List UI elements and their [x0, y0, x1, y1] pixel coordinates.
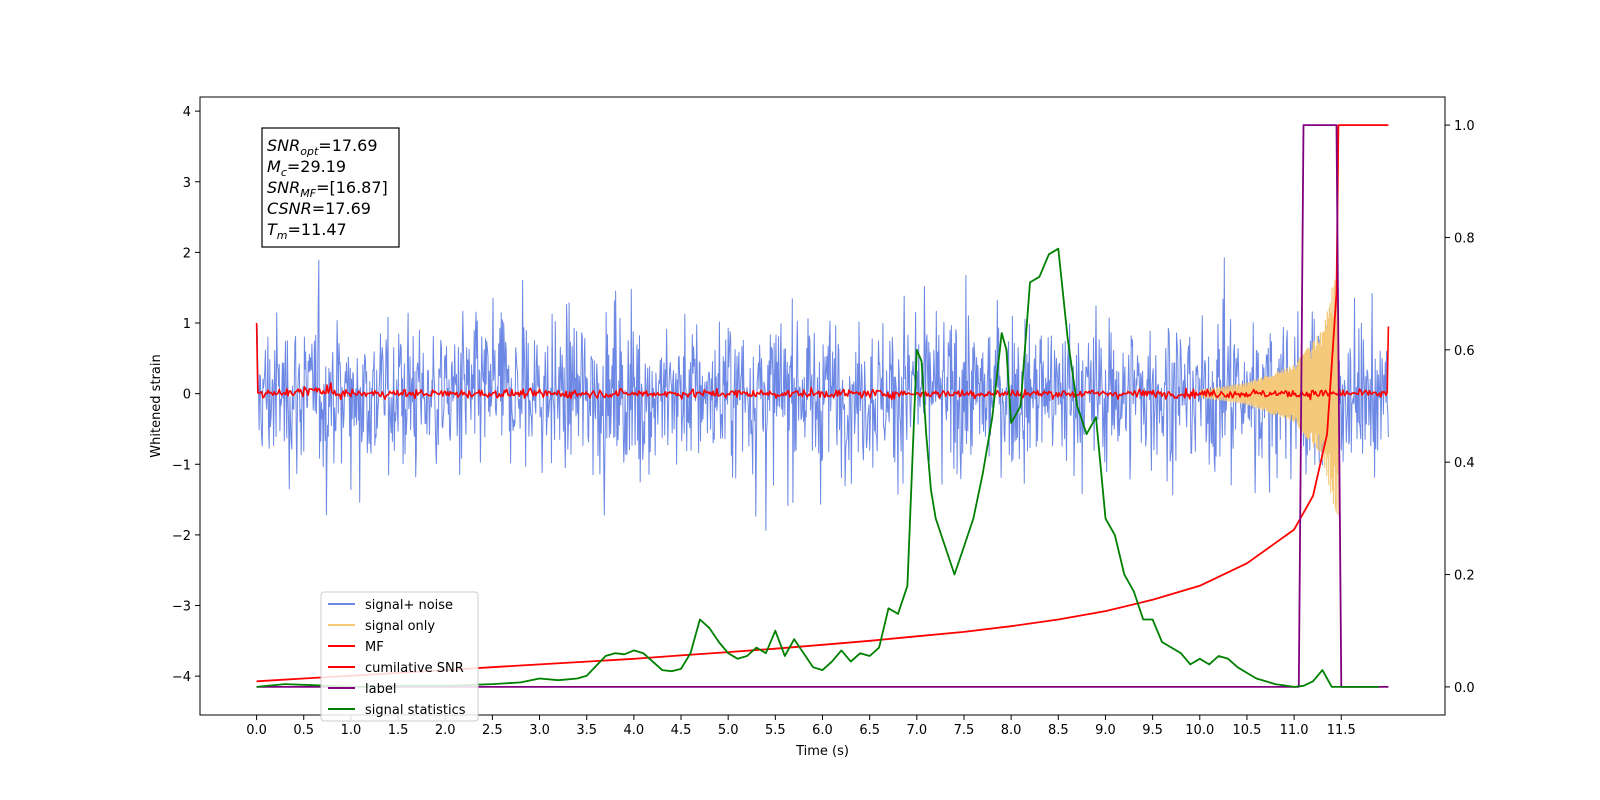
x-tick-label: 5.0: [718, 723, 739, 738]
x-axis-label: Time (s): [795, 744, 849, 759]
y-tick-label: 0: [183, 388, 191, 403]
x-tick-label: 6.0: [812, 723, 833, 738]
y2-tick-label: 0.8: [1454, 231, 1475, 246]
legend-label: label: [365, 682, 396, 697]
y-tick-label: 3: [183, 176, 191, 191]
x-tick-label: 9.0: [1095, 723, 1116, 738]
info-box: SNRopt=17.69Mc=29.19SNRMF=[16.87]CSNR=17…: [261, 127, 400, 248]
legend-label: signal statistics: [365, 703, 466, 718]
x-tick-label: 3.5: [576, 723, 597, 738]
info-tm: Tm=11.47: [267, 220, 347, 242]
legend-label: signal only: [365, 619, 435, 634]
x-tick-label: 10.0: [1185, 723, 1214, 738]
x-tick-label: 0.0: [246, 723, 267, 738]
x-tick-label: 4.5: [671, 723, 692, 738]
x-tick-label: 8.0: [1001, 723, 1022, 738]
x-tick-label: 7.0: [906, 723, 927, 738]
x-tick-label: 8.5: [1048, 723, 1069, 738]
x-tick-label: 10.5: [1232, 723, 1261, 738]
legend-label: MF: [365, 640, 384, 655]
y2-tick-label: 0.2: [1454, 569, 1475, 584]
y2-tick-label: 1.0: [1454, 119, 1475, 134]
legend-label: cumilative SNR: [365, 661, 464, 676]
legend-label: signal+ noise: [365, 598, 453, 613]
x-tick-label: 3.0: [529, 723, 550, 738]
y-tick-label: −4: [172, 670, 191, 685]
y-tick-label: −3: [172, 600, 191, 615]
info-csnr: CSNR=17.69: [267, 199, 371, 218]
y-axis-label: Whitened strain: [149, 354, 164, 457]
x-tick-label: 2.0: [435, 723, 456, 738]
x-tick-label: 11.5: [1327, 723, 1356, 738]
legend-frame: [320, 591, 479, 722]
y-tick-label: 1: [183, 317, 191, 332]
y-tick-label: −1: [172, 458, 191, 473]
x-tick-label: 1.5: [388, 723, 409, 738]
x-tick-label: 4.0: [624, 723, 645, 738]
signal-statistics-series: [256, 247, 1379, 688]
x-tick-label: 9.5: [1142, 723, 1163, 738]
x-tick-label: 11.0: [1280, 723, 1309, 738]
x-tick-label: 6.5: [859, 723, 880, 738]
x-tick-label: 2.5: [482, 723, 503, 738]
x-tick-label: 7.5: [954, 723, 975, 738]
y-tick-label: −2: [172, 529, 191, 544]
info-mc: Mc=29.19: [267, 157, 346, 179]
x-tick-label: 0.5: [293, 723, 314, 738]
legend: signal+ noise signal only MF cumilative SNR…: [320, 591, 479, 722]
mf-series: [255, 322, 1390, 401]
y2-tick-label: 0.0: [1454, 681, 1475, 696]
signal-noise-series: [256, 257, 1389, 531]
info-snr-opt: SNRopt=17.69: [267, 136, 378, 158]
signal-only-series: [1199, 266, 1339, 516]
info-box-frame: [261, 127, 400, 248]
y2-tick-label: 0.6: [1454, 344, 1475, 359]
x-tick-label: 5.5: [765, 723, 786, 738]
y-tick-label: 4: [183, 105, 191, 120]
y2-tick-label: 0.4: [1454, 456, 1475, 471]
x-tick-label: 1.0: [341, 723, 362, 738]
info-snr-mf: SNRMF=[16.87]: [267, 178, 388, 200]
y-tick-label: 2: [183, 246, 191, 261]
axes: 0.0 0.5 1.0 1.5 2.0 2.5 3.0 3.5 4.0 4.5 5.0 5.5 6.0 6…: [172, 96, 1475, 738]
